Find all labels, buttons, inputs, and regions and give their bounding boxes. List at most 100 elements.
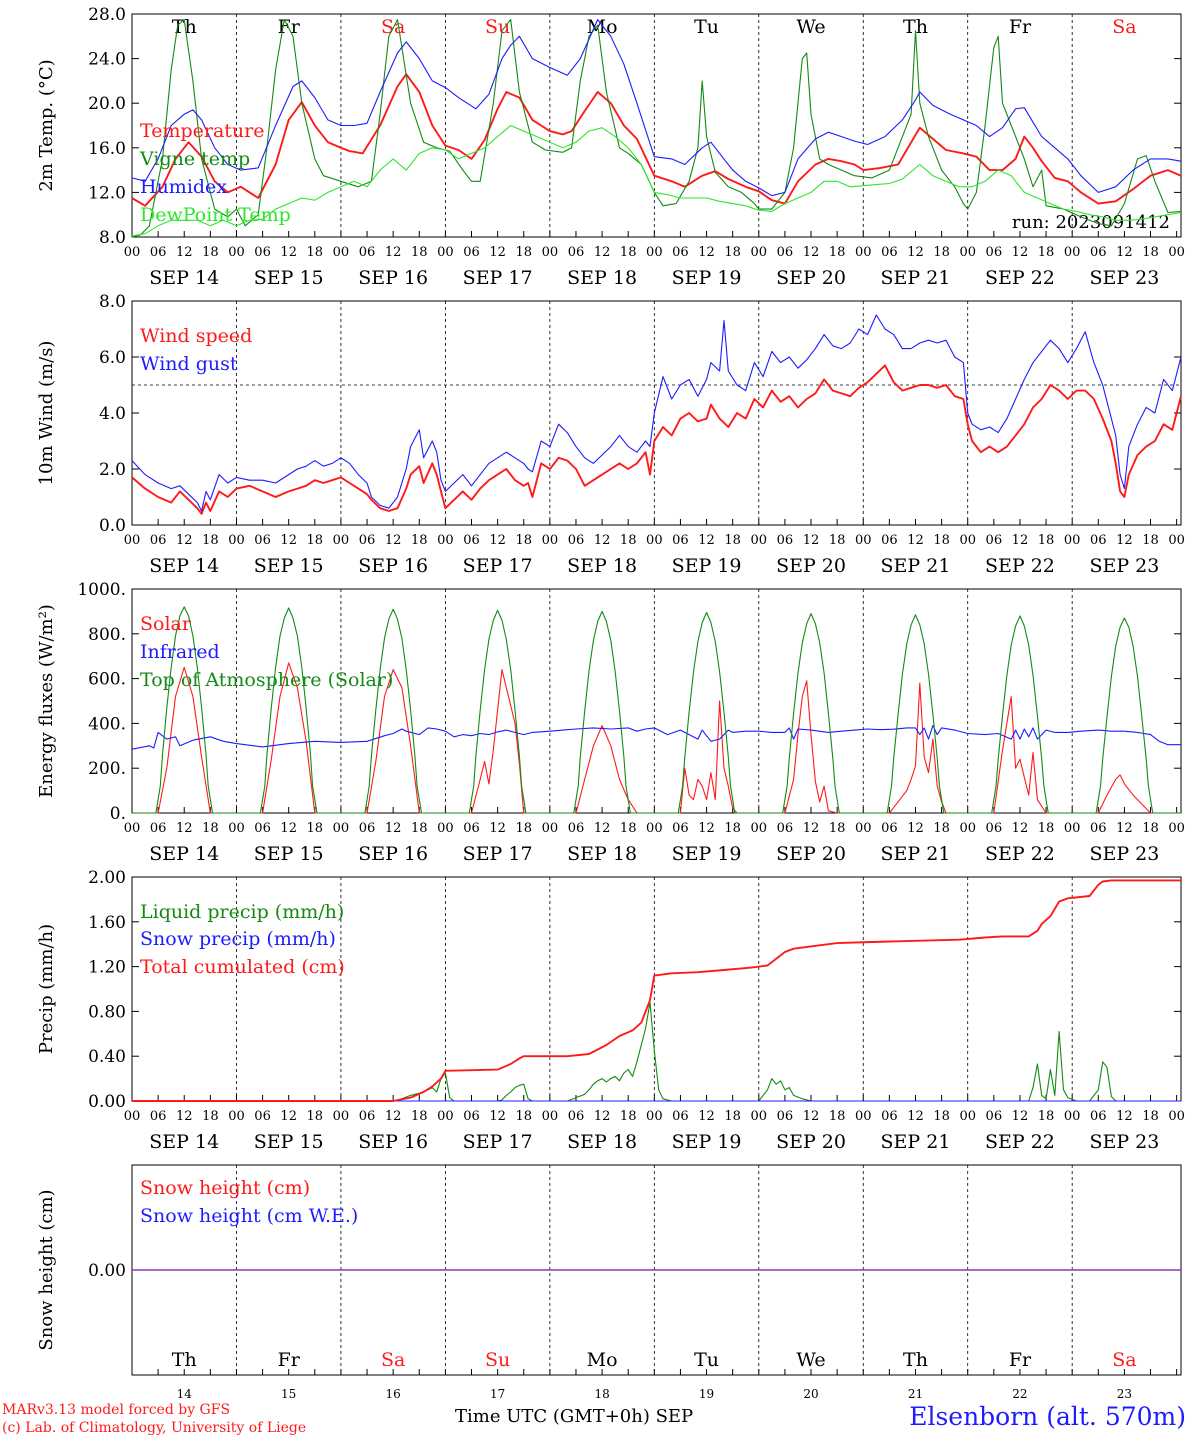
legend-entry: Snow height (cm W.E.) (140, 1205, 358, 1227)
x-hour-label: 18 (307, 533, 324, 548)
x-date-label: SEP 19 (672, 267, 742, 289)
x-axis-title: Time UTC (GMT+0h) SEP (455, 1406, 694, 1427)
x-hour-label: 12 (280, 821, 297, 836)
x-hour-label: 00 (1064, 1109, 1081, 1124)
x-hour-label: 12 (385, 1109, 402, 1124)
x-hour-label: 12 (594, 1109, 611, 1124)
x-hour-label: 06 (359, 821, 376, 836)
x-hour-label: 18 (829, 821, 846, 836)
y-tick-label: 8.0 (99, 292, 126, 312)
x-date-label: SEP 21 (881, 555, 951, 577)
x-hour-label: 12 (907, 533, 924, 548)
x-hour-label: 06 (254, 1109, 271, 1124)
x-date-label: SEP 14 (149, 1131, 219, 1153)
x-hour-label: 12 (594, 245, 611, 260)
x-hour-label: 12 (803, 533, 820, 548)
x-date-label: SEP 23 (1089, 267, 1159, 289)
x-date-label: SEP 20 (776, 555, 846, 577)
x-hour-label: 06 (1090, 533, 1107, 548)
x-hour-label: 06 (672, 821, 689, 836)
x-date-label: SEP 16 (358, 267, 428, 289)
day-number-label: 16 (386, 1387, 401, 1401)
day-number-label: 18 (594, 1387, 609, 1401)
x-hour-label: 06 (1090, 245, 1107, 260)
lab-credit: (c) Lab. of Climatology, University of L… (2, 1420, 307, 1436)
x-hour-label: 06 (463, 821, 480, 836)
day-name-label: Th (903, 16, 928, 38)
x-date-label: SEP 22 (985, 1131, 1055, 1153)
series-line-1 (131, 364, 1182, 515)
y-axis-label: Energy fluxes (W/m²) (36, 604, 57, 798)
x-hour-label: 06 (254, 821, 271, 836)
x-hour-label: 00 (228, 1109, 245, 1124)
x-hour-label: 06 (568, 1109, 585, 1124)
y-tick-label: 24.0 (88, 50, 126, 70)
x-hour-label: 06 (254, 533, 271, 548)
x-hour-label: 12 (489, 533, 506, 548)
x-hour-label: 18 (620, 245, 637, 260)
x-date-label: SEP 21 (881, 843, 951, 865)
x-hour-label: 00 (751, 821, 768, 836)
x-hour-label: 00 (1064, 533, 1081, 548)
x-date-label: SEP 15 (254, 555, 324, 577)
day-name-label: Sa (1112, 1349, 1136, 1371)
x-hour-label: 00 (959, 1109, 976, 1124)
x-hour-label: 00 (751, 245, 768, 260)
x-hour-label: 00 (1168, 821, 1185, 836)
series-line-2 (131, 19, 1182, 238)
x-hour-label: 18 (307, 821, 324, 836)
x-hour-label: 00 (542, 533, 559, 548)
series-line-2 (131, 725, 1181, 750)
x-hour-label: 18 (829, 1109, 846, 1124)
x-hour-label: 12 (698, 533, 715, 548)
day-name-label: Sa (1112, 16, 1136, 38)
x-hour-label: 06 (463, 1109, 480, 1124)
day-name-label: Mo (587, 16, 618, 38)
x-hour-label: 12 (489, 245, 506, 260)
x-date-label: SEP 18 (567, 1131, 637, 1153)
x-hour-label: 00 (124, 1109, 141, 1124)
x-hour-label: 00 (333, 533, 350, 548)
x-hour-label: 00 (437, 1109, 454, 1124)
x-hour-label: 00 (1168, 1109, 1185, 1124)
x-hour-label: 18 (1038, 245, 1055, 260)
x-hour-label: 18 (620, 1109, 637, 1124)
x-date-label: SEP 18 (567, 267, 637, 289)
x-hour-label: 06 (568, 245, 585, 260)
day-name-label: Su (485, 16, 510, 38)
x-date-label: SEP 15 (254, 267, 324, 289)
x-hour-label: 06 (150, 1109, 167, 1124)
x-hour-label: 00 (228, 245, 245, 260)
x-hour-label: 12 (1116, 821, 1133, 836)
legend-entry: Humidex (140, 176, 227, 198)
x-hour-label: 12 (1012, 245, 1029, 260)
y-tick-label: 0.0 (99, 516, 126, 536)
y-tick-label: 400. (88, 714, 126, 734)
day-number-label: 20 (803, 1387, 818, 1401)
series-line-4 (131, 124, 1182, 237)
x-hour-label: 12 (1116, 533, 1133, 548)
x-hour-label: 06 (150, 821, 167, 836)
day-number-label: 21 (908, 1387, 923, 1401)
series-line-1 (132, 662, 1181, 814)
day-number-label: 15 (281, 1387, 296, 1401)
x-hour-label: 06 (777, 245, 794, 260)
x-hour-label: 00 (646, 245, 663, 260)
x-hour-label: 00 (333, 821, 350, 836)
panel-4: 0.00 0.40 0.80 1.20 1.60 2.00 Precip (mm/h) 00 0… (36, 868, 1185, 1153)
y-tick-label: 0.00 (88, 1092, 126, 1112)
x-hour-label: 18 (620, 533, 637, 548)
x-hour-label: 12 (280, 245, 297, 260)
x-hour-label: 18 (1038, 533, 1055, 548)
x-date-label: SEP 17 (463, 267, 533, 289)
series-line-1 (132, 1001, 1181, 1102)
x-hour-label: 00 (542, 1109, 559, 1124)
legend-entry: Wind speed (140, 325, 252, 347)
y-axis-label: 2m Temp. (°C) (36, 59, 57, 191)
x-date-label: SEP 16 (358, 1131, 428, 1153)
x-hour-label: 18 (1142, 1109, 1159, 1124)
day-name-label: Tu (694, 16, 719, 38)
x-hour-label: 06 (986, 533, 1003, 548)
x-hour-label: 06 (1090, 1109, 1107, 1124)
y-axis-label: Precip (mm/h) (36, 924, 57, 1054)
